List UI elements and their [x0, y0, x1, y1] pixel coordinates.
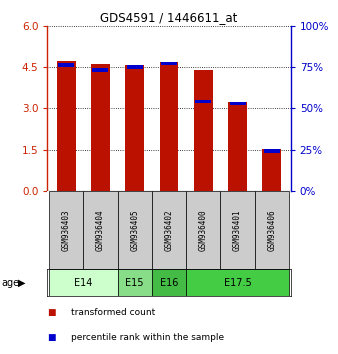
- Bar: [230, 102, 246, 105]
- Bar: [152, 191, 186, 269]
- Bar: [160, 62, 178, 191]
- Bar: [262, 149, 281, 191]
- Bar: [255, 191, 289, 269]
- Text: GSM936402: GSM936402: [165, 209, 173, 251]
- Title: GDS4591 / 1446611_at: GDS4591 / 1446611_at: [100, 11, 238, 24]
- Text: ■: ■: [47, 333, 56, 342]
- Bar: [220, 191, 255, 269]
- Bar: [91, 64, 110, 191]
- Text: GSM936406: GSM936406: [267, 209, 276, 251]
- Text: GSM936400: GSM936400: [199, 209, 208, 251]
- Text: ■: ■: [47, 308, 56, 317]
- Text: age: age: [2, 278, 20, 287]
- Text: E15: E15: [125, 278, 144, 287]
- Bar: [127, 65, 143, 69]
- Bar: [58, 63, 74, 67]
- Text: ▶: ▶: [18, 278, 26, 287]
- Bar: [49, 269, 118, 296]
- Bar: [118, 191, 152, 269]
- Bar: [194, 70, 213, 191]
- Bar: [264, 149, 280, 153]
- Text: transformed count: transformed count: [71, 308, 155, 317]
- Text: E16: E16: [160, 278, 178, 287]
- Bar: [49, 191, 83, 269]
- Text: GSM936404: GSM936404: [96, 209, 105, 251]
- Text: E14: E14: [74, 278, 93, 287]
- Bar: [195, 100, 211, 103]
- Bar: [152, 269, 186, 296]
- Bar: [161, 62, 177, 65]
- Bar: [83, 191, 118, 269]
- Bar: [92, 68, 108, 72]
- Bar: [186, 269, 289, 296]
- Text: E17.5: E17.5: [224, 278, 251, 287]
- Bar: [57, 61, 76, 191]
- Bar: [118, 269, 152, 296]
- Bar: [125, 65, 144, 191]
- Text: GSM936401: GSM936401: [233, 209, 242, 251]
- Bar: [228, 102, 247, 191]
- Bar: [186, 191, 220, 269]
- Text: percentile rank within the sample: percentile rank within the sample: [71, 333, 224, 342]
- Text: GSM936403: GSM936403: [62, 209, 71, 251]
- Text: GSM936405: GSM936405: [130, 209, 139, 251]
